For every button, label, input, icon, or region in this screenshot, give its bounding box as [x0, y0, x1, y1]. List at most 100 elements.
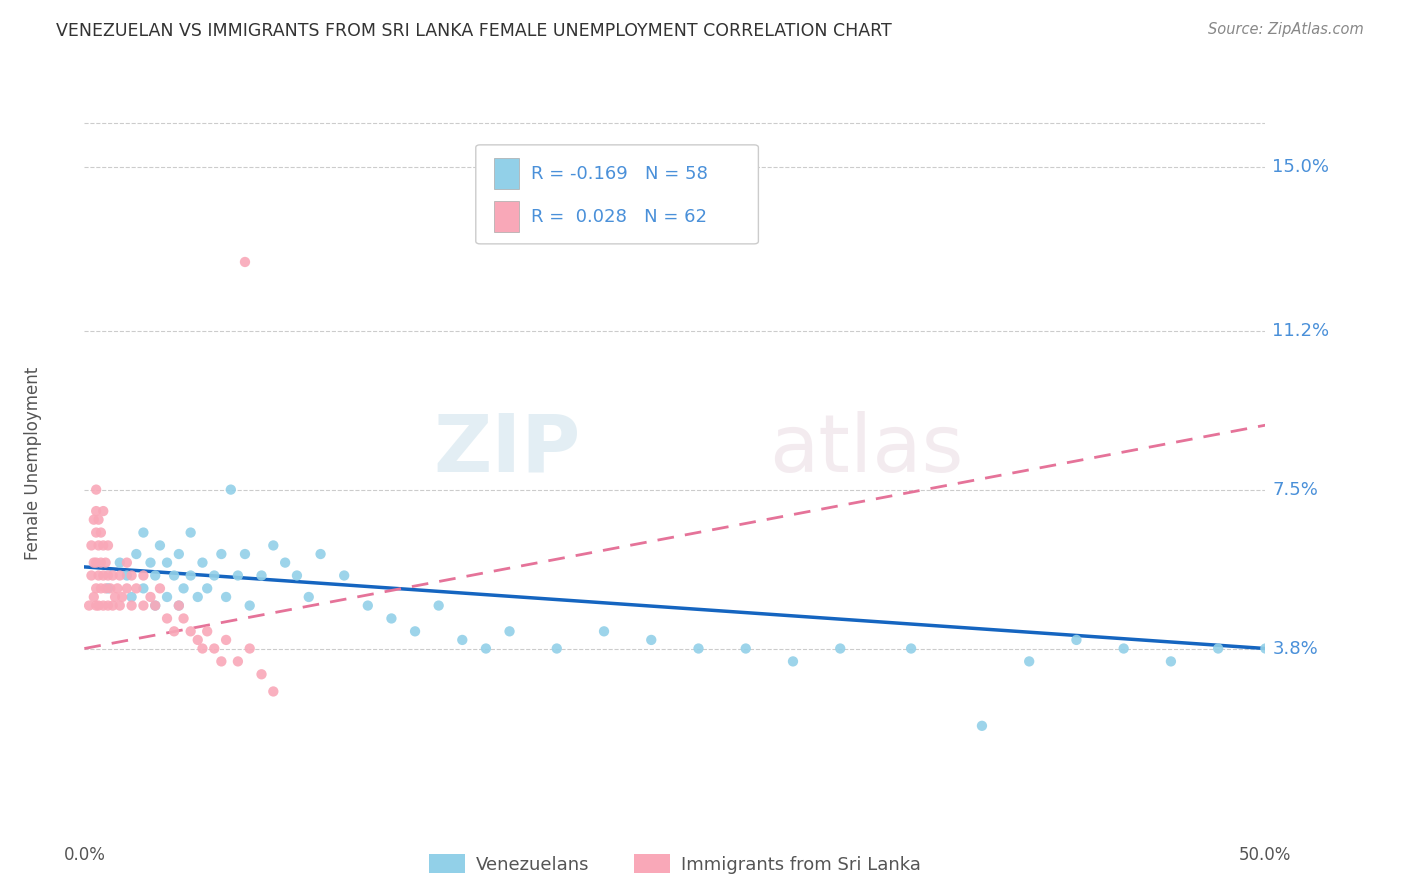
Point — [209, 654, 232, 668]
Point — [97, 538, 120, 552]
Text: 3.8%: 3.8% — [1272, 640, 1319, 657]
Point — [163, 624, 186, 639]
Point — [84, 599, 107, 613]
Point — [187, 590, 209, 604]
Point — [593, 624, 616, 639]
Point — [143, 599, 166, 613]
Point — [250, 568, 273, 582]
Point — [782, 654, 804, 668]
Point — [233, 547, 256, 561]
Text: 11.2%: 11.2% — [1272, 322, 1330, 340]
Point — [970, 719, 993, 733]
Point — [115, 556, 138, 570]
Point — [1066, 632, 1088, 647]
Point — [173, 611, 195, 625]
Point — [285, 568, 308, 582]
Point — [167, 547, 190, 561]
Point — [83, 590, 105, 604]
Point — [90, 525, 112, 540]
Point — [97, 582, 120, 596]
Point — [143, 568, 166, 582]
Point — [77, 599, 100, 613]
Text: R =  0.028   N = 62: R = 0.028 N = 62 — [530, 208, 707, 226]
Point — [125, 582, 148, 596]
Point — [226, 654, 249, 668]
Point — [91, 599, 114, 613]
Point — [333, 568, 356, 582]
Point — [262, 538, 284, 552]
Point — [274, 556, 297, 570]
Point — [219, 483, 242, 497]
Point — [239, 641, 262, 656]
Point — [546, 641, 568, 656]
Point — [226, 568, 249, 582]
Point — [498, 624, 520, 639]
Text: atlas: atlas — [769, 411, 963, 489]
Point — [1206, 641, 1229, 656]
Text: 0.0%: 0.0% — [63, 847, 105, 864]
Point — [87, 513, 110, 527]
Point — [87, 599, 110, 613]
Point — [139, 590, 162, 604]
Point — [262, 684, 284, 698]
Point — [309, 547, 332, 561]
Point — [149, 538, 172, 552]
Point — [1018, 654, 1040, 668]
Point — [97, 599, 120, 613]
Point — [187, 632, 209, 647]
Point — [108, 599, 131, 613]
Point — [427, 599, 450, 613]
Point — [104, 590, 127, 604]
Point — [688, 641, 710, 656]
Point — [298, 590, 321, 604]
Point — [215, 590, 238, 604]
Point — [202, 568, 225, 582]
Point — [84, 525, 107, 540]
Point — [132, 582, 155, 596]
Text: Source: ZipAtlas.com: Source: ZipAtlas.com — [1208, 22, 1364, 37]
Point — [404, 624, 426, 639]
Point — [107, 582, 129, 596]
Point — [108, 568, 131, 582]
Point — [180, 624, 202, 639]
Point — [98, 582, 121, 596]
Point — [167, 599, 190, 613]
Point — [115, 582, 138, 596]
Point — [121, 590, 143, 604]
Point — [121, 568, 143, 582]
Point — [125, 547, 148, 561]
Text: R = -0.169   N = 58: R = -0.169 N = 58 — [530, 165, 707, 183]
Point — [80, 538, 103, 552]
Point — [111, 590, 134, 604]
Point — [451, 632, 474, 647]
Point — [132, 568, 155, 582]
Point — [1254, 641, 1277, 656]
Point — [195, 624, 218, 639]
Point — [1160, 654, 1182, 668]
Point — [108, 556, 131, 570]
Point — [101, 599, 124, 613]
Point — [97, 568, 120, 582]
Point — [90, 556, 112, 570]
Point — [640, 632, 662, 647]
Point — [87, 568, 110, 582]
Point — [357, 599, 380, 613]
Text: VENEZUELAN VS IMMIGRANTS FROM SRI LANKA FEMALE UNEMPLOYMENT CORRELATION CHART: VENEZUELAN VS IMMIGRANTS FROM SRI LANKA … — [56, 22, 891, 40]
Point — [209, 547, 232, 561]
Point — [94, 582, 117, 596]
Text: Female Unemployment: Female Unemployment — [24, 368, 42, 560]
Point — [91, 504, 114, 518]
Point — [115, 568, 138, 582]
Point — [84, 483, 107, 497]
Point — [83, 556, 105, 570]
Point — [202, 641, 225, 656]
Point — [195, 582, 218, 596]
Point — [1112, 641, 1135, 656]
Point — [132, 525, 155, 540]
Point — [80, 568, 103, 582]
Point — [83, 513, 105, 527]
Point — [239, 599, 262, 613]
Text: 7.5%: 7.5% — [1272, 481, 1319, 499]
Point — [91, 568, 114, 582]
Point — [380, 611, 402, 625]
